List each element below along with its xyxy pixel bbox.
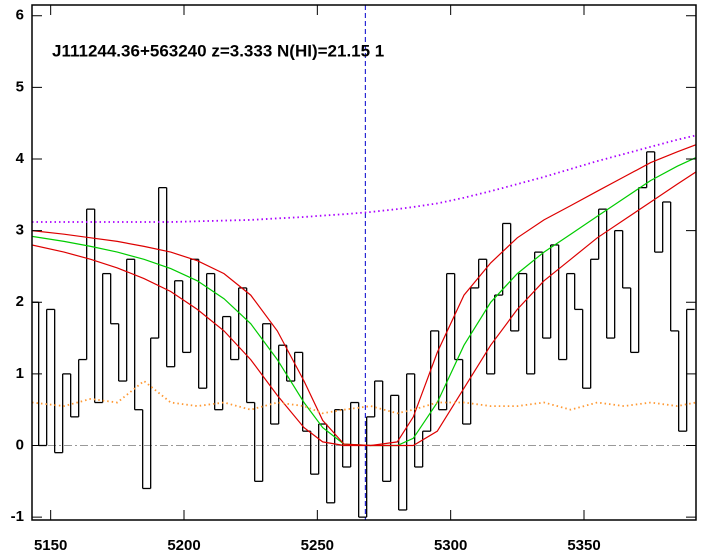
y-tick-label: 2 xyxy=(16,293,24,310)
x-tick-label: 5250 xyxy=(301,537,334,554)
y-tick-label: 1 xyxy=(16,365,24,382)
model-line xyxy=(32,144,696,447)
y-tick-label: 4 xyxy=(16,150,25,167)
model-line xyxy=(32,379,696,415)
x-tick-label: 5300 xyxy=(434,537,467,554)
plot-area xyxy=(32,5,696,520)
plot-frame xyxy=(31,4,697,521)
x-tick-label: 5150 xyxy=(34,537,67,554)
y-tick-label: -1 xyxy=(11,508,24,525)
y-tick-label: 5 xyxy=(16,78,24,95)
model-line xyxy=(32,171,696,447)
y-tick-label: 3 xyxy=(16,222,24,239)
y-tick-label: 6 xyxy=(16,7,24,24)
x-tick-label: 5350 xyxy=(567,537,600,554)
chart-title: J111244.36+563240 z=3.333 N(HI)=21.15 1 xyxy=(52,41,384,60)
model-line xyxy=(32,134,696,223)
x-tick-label: 5200 xyxy=(167,537,200,554)
y-tick-label: 0 xyxy=(16,436,24,453)
